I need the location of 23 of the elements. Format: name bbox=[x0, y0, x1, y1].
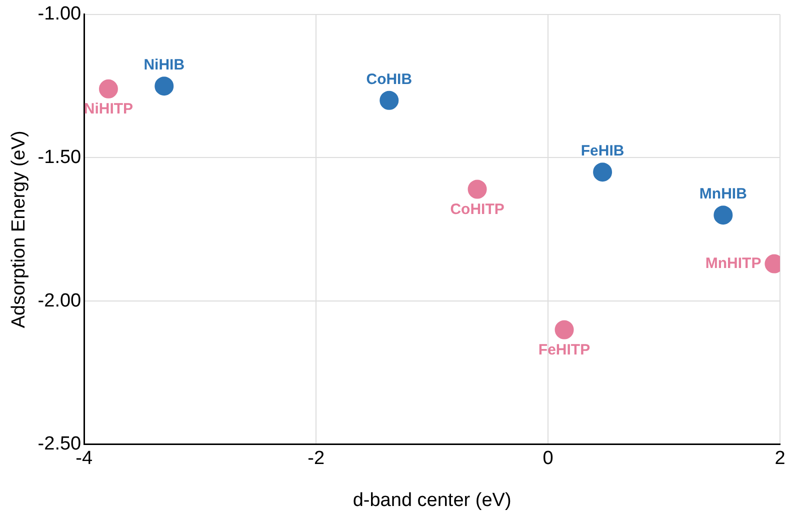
annotation: NiHIB bbox=[144, 56, 185, 74]
point bbox=[154, 76, 174, 96]
y-tick-label: -1.50 bbox=[38, 146, 82, 168]
y-tick-label: -1.00 bbox=[38, 4, 82, 25]
point bbox=[468, 180, 487, 199]
x-axis-title: d-band center (eV) bbox=[352, 490, 512, 511]
x-tick-label: 0 bbox=[542, 448, 554, 470]
point bbox=[98, 79, 118, 98]
point bbox=[714, 206, 733, 225]
annotation: MnHITP bbox=[705, 254, 762, 272]
x-tick-label: 2 bbox=[774, 448, 786, 470]
annotation: CoHIB bbox=[366, 71, 412, 88]
point bbox=[554, 320, 574, 340]
x-tick-label: -2 bbox=[308, 448, 325, 470]
point bbox=[593, 162, 612, 182]
y-tick-label: -2.00 bbox=[38, 290, 82, 312]
annotation: CoHITP bbox=[450, 200, 504, 218]
annotation: FeHITP bbox=[538, 341, 590, 358]
annotation: MnHIB bbox=[699, 186, 748, 203]
y-axis-title: Adsorption Energy (eV) bbox=[8, 130, 30, 328]
point bbox=[380, 90, 399, 110]
annotation: FeHIB bbox=[580, 142, 624, 160]
y-tick-label: -2.50 bbox=[38, 434, 82, 455]
